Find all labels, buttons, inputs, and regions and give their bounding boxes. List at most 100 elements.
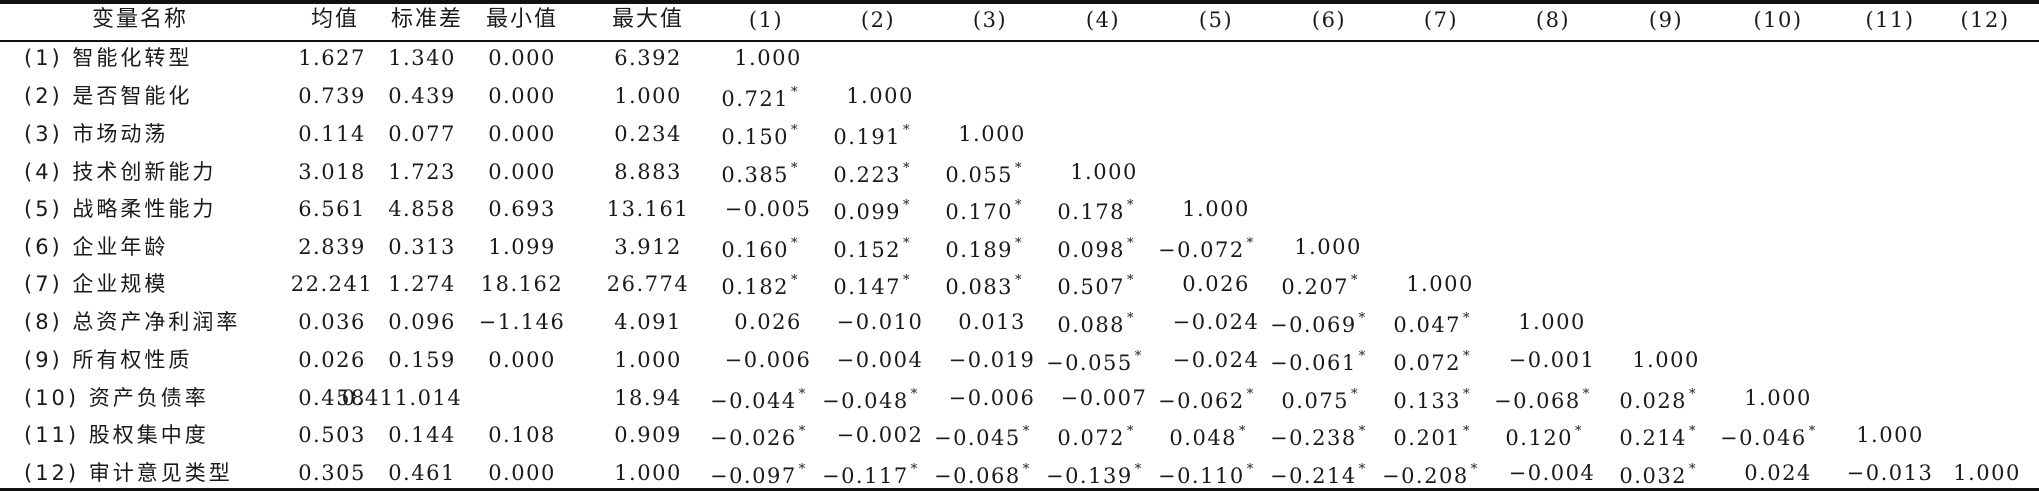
stat-value: 0.026 [298, 348, 366, 372]
significance-mark: * [1134, 349, 1143, 364]
column-header: (11) [1865, 8, 1915, 32]
table-header-rule [0, 40, 2039, 42]
significance-mark: * [910, 387, 919, 402]
column-header: (10) [1753, 8, 1803, 32]
correlation-value: −0.024 [1172, 348, 1260, 372]
stat-value: 0.458 [298, 386, 366, 410]
correlation-value: 0.189 * [945, 236, 1024, 262]
significance-mark: * [903, 123, 912, 138]
stat-value: 6.561 [298, 197, 366, 221]
stat-value: 13.161 [606, 197, 690, 221]
correlation-value: 1.000 [1744, 386, 1812, 410]
correlation-value: 0.170 * [945, 198, 1024, 224]
correlation-value: 0.048 * [1169, 424, 1248, 450]
variable-name: (12) 审计意见类型 [24, 461, 233, 485]
correlation-value: 0.047 * [1393, 311, 1472, 337]
correlation-value: 1.000 [1632, 348, 1700, 372]
stat-value: 8.883 [614, 160, 682, 184]
correlation-value: −0.097 * [709, 462, 807, 488]
correlation-value: −0.005 [724, 197, 812, 221]
significance-mark: * [791, 236, 800, 251]
significance-mark: * [798, 424, 807, 439]
correlation-value: 0.207 * [1281, 273, 1360, 299]
significance-mark: * [903, 198, 912, 213]
stat-value: 0.000 [488, 122, 556, 146]
column-header: (9) [1648, 8, 1684, 32]
column-header: (4) [1085, 8, 1121, 32]
stat-value: 18.94 [614, 386, 682, 410]
correlation-value: 0.178 * [1057, 198, 1136, 224]
correlation-value: −0.062 * [1157, 387, 1255, 413]
stat-value: 1.000 [614, 84, 682, 108]
stat-value: −1.146 [478, 310, 566, 334]
stat-value: 2.839 [298, 235, 366, 259]
stat-value: 0.503 [298, 423, 366, 447]
significance-mark: * [1239, 424, 1248, 439]
stat-value: 0.439 [388, 84, 456, 108]
significance-mark: * [1463, 349, 1472, 364]
stat-value: 1.274 [388, 272, 456, 296]
correlation-value: 1.000 [1953, 461, 2021, 485]
significance-mark: * [1463, 424, 1472, 439]
significance-mark: * [1351, 273, 1360, 288]
correlation-value: 1.000 [1070, 160, 1138, 184]
significance-mark: * [1134, 462, 1143, 477]
significance-mark: * [1127, 311, 1136, 326]
significance-mark: * [791, 273, 800, 288]
correlation-value: −0.046 * [1719, 424, 1817, 450]
correlation-value: 1.000 [958, 122, 1026, 146]
correlation-value: −0.048 * [821, 387, 919, 413]
significance-mark: * [1022, 462, 1031, 477]
stat-value: 1.000 [614, 461, 682, 485]
correlation-value: 0.075 * [1281, 387, 1360, 413]
significance-mark: * [1015, 161, 1024, 176]
correlation-value: 0.026 [1182, 272, 1250, 296]
column-header: 最大值 [611, 7, 685, 32]
stat-value: 0.461 [388, 461, 456, 485]
correlation-value: 0.223 * [833, 161, 912, 187]
correlation-value: 0.099 * [833, 198, 912, 224]
correlation-value: −0.010 [836, 310, 924, 334]
column-header: 均值 [310, 7, 360, 32]
correlation-value: 0.160 * [721, 236, 800, 262]
variable-name: (5) 战略柔性能力 [24, 197, 217, 221]
significance-mark: * [1358, 424, 1367, 439]
correlation-value: 0.098 * [1057, 236, 1136, 262]
correlation-value: 0.150 * [721, 123, 800, 149]
stat-value: 0.096 [388, 310, 456, 334]
stat-value: 1.723 [388, 160, 456, 184]
correlation-value: −0.026 * [709, 424, 807, 450]
correlation-value: −0.068 * [1493, 387, 1591, 413]
correlation-value: −0.061 * [1269, 349, 1367, 375]
stat-value: 0.159 [388, 348, 456, 372]
stat-value: 3.018 [298, 160, 366, 184]
column-header: 变量名称 [91, 7, 189, 32]
significance-mark: * [910, 462, 919, 477]
significance-mark: * [1689, 424, 1698, 439]
correlation-value: 0.026 [734, 310, 802, 334]
significance-mark: * [903, 161, 912, 176]
stat-value: 0.000 [488, 46, 556, 70]
stat-value: 0.000 [488, 84, 556, 108]
correlation-value: −0.045 * [933, 424, 1031, 450]
table-bottom-rule [0, 488, 2039, 491]
significance-mark: * [1582, 387, 1591, 402]
correlation-value: 0.072 * [1057, 424, 1136, 450]
stat-value: 4.091 [614, 310, 682, 334]
stat-value: 1.000 [614, 348, 682, 372]
stat-value: 0.234 [614, 122, 682, 146]
correlation-value: −0.044 * [709, 387, 807, 413]
correlation-value: 0.013 [958, 310, 1026, 334]
significance-mark: * [1689, 387, 1698, 402]
correlation-value: −0.068 * [933, 462, 1031, 488]
variable-name: (9) 所有权性质 [24, 348, 193, 372]
significance-mark: * [1015, 198, 1024, 213]
significance-mark: * [1463, 387, 1472, 402]
correlation-value: −0.013 [1846, 461, 1934, 485]
correlation-value: 0.385 * [721, 161, 800, 187]
correlation-value: 0.028 * [1619, 387, 1698, 413]
variable-name: (1) 智能化转型 [24, 46, 193, 70]
significance-mark: * [791, 161, 800, 176]
variable-name: (8) 总资产净利润率 [24, 310, 241, 334]
correlation-value: −0.002 [836, 423, 924, 447]
